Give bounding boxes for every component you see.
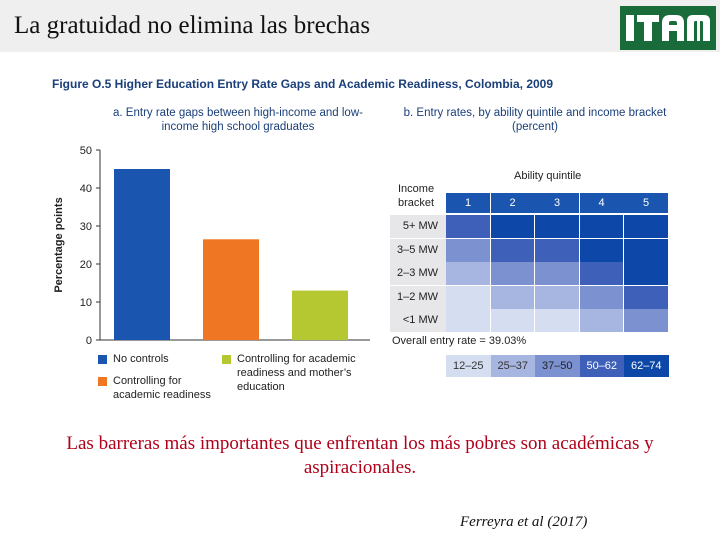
slide-header: La gratuidad no elimina las brechas [0,0,720,52]
heatmap-cell [624,309,668,332]
quintile-header: 2 [490,193,535,213]
scale-bin: 12–25 [446,355,491,377]
heatmap-cell [624,238,668,262]
heatmap-cell [446,215,490,238]
heatmap-cell [624,215,668,238]
income-bracket-row-label: 1–2 MW [397,290,438,303]
income-bracket-row-label: 5+ MW [402,220,438,232]
bar-1 [114,169,170,340]
panel-a-title: a. Entry rate gaps between high-income a… [113,107,363,133]
quintile-header: 5 [624,193,668,213]
legend-item: Controlling for academic readiness and mo… [222,352,356,394]
quintile-header: 1 [446,193,490,213]
income-bracket-label: Income bracket [398,183,435,209]
row-label-bg [390,238,446,262]
heatmap-cell [490,215,534,238]
scale-bin: 50–62 [579,355,624,377]
income-bracket-row-label: 3–5 MW [397,243,438,256]
legend-item: No controls [98,352,169,366]
overall-entry-rate: Overall entry rate = 39.03% [392,335,527,347]
heatmap-cell [490,285,534,309]
itam-logo [620,6,716,50]
itam-logo-mark [626,15,710,41]
heatmap-cell [535,262,579,285]
heatmap-cell [490,309,534,332]
y-tick-label: 0 [86,335,92,347]
row-label-bg [390,262,446,285]
entry-rate-gap-bar-chart: 0 10 20 30 40 50 Percentage points [53,145,370,347]
bar-3 [292,290,348,340]
heatmap-color-scale: 12–25 25–37 37–50 50–62 62–74 [446,355,669,377]
y-tick-label: 40 [80,183,92,195]
quintile-header: 4 [579,193,624,213]
heatmap-cell [579,285,623,309]
income-bracket-row-label: 2–3 MW [397,267,438,279]
income-bracket-row-label: <1 MW [402,314,438,326]
quintile-header: 3 [535,193,579,213]
y-tick-label: 10 [80,297,92,309]
legend-label: Controlling for academic readiness and mo… [237,353,356,393]
heatmap-cell [579,262,623,285]
heatmap-cell [624,262,668,285]
citation: Ferreyra et al (2017) [460,514,588,530]
row-label-bg [390,285,446,309]
heatmap-cell [490,262,534,285]
legend-swatch [98,355,107,364]
slide-title: La gratuidad no elimina las brechas [14,12,371,39]
legend-swatch [98,377,107,386]
y-tick-label: 30 [80,221,92,233]
heatmap-cell [490,238,534,262]
legend-label: No controls [113,353,169,365]
heatmap-cell [446,238,490,262]
y-axis-title: Percentage points [53,197,65,292]
row-label-bg [390,215,446,238]
panel-b-title: b. Entry rates, by ability quintile and … [403,107,667,133]
heatmap-cell [535,285,579,309]
heatmap-cell [579,238,623,262]
scale-bin: 37–50 [535,355,580,377]
heatmap-cell [579,309,623,332]
heatmap-cell [624,285,668,309]
legend-swatch [222,355,231,364]
legend-label: Controlling for academic readiness [113,375,211,401]
heatmap-cell [535,238,579,262]
heatmap-cell [535,309,579,332]
y-tick-label: 50 [80,145,92,157]
ability-quintile-label: Ability quintile [514,170,582,182]
legend-item: Controlling for academic readiness [98,374,211,402]
conclusion-text: Las barreras más importantes que enfrent… [66,433,654,478]
scale-bin: 25–37 [490,355,535,377]
heatmap-cell [446,285,490,309]
heatmap-cell [446,262,490,285]
heatmap-cell [535,215,579,238]
heatmap-cell [579,215,623,238]
y-tick-label: 20 [80,259,92,271]
figure-caption: Figure O.5 Higher Education Entry Rate G… [52,77,554,91]
bar-2 [203,239,259,340]
scale-bin: 62–74 [624,355,669,377]
heatmap-cell [446,309,490,332]
row-label-bg [390,309,446,332]
